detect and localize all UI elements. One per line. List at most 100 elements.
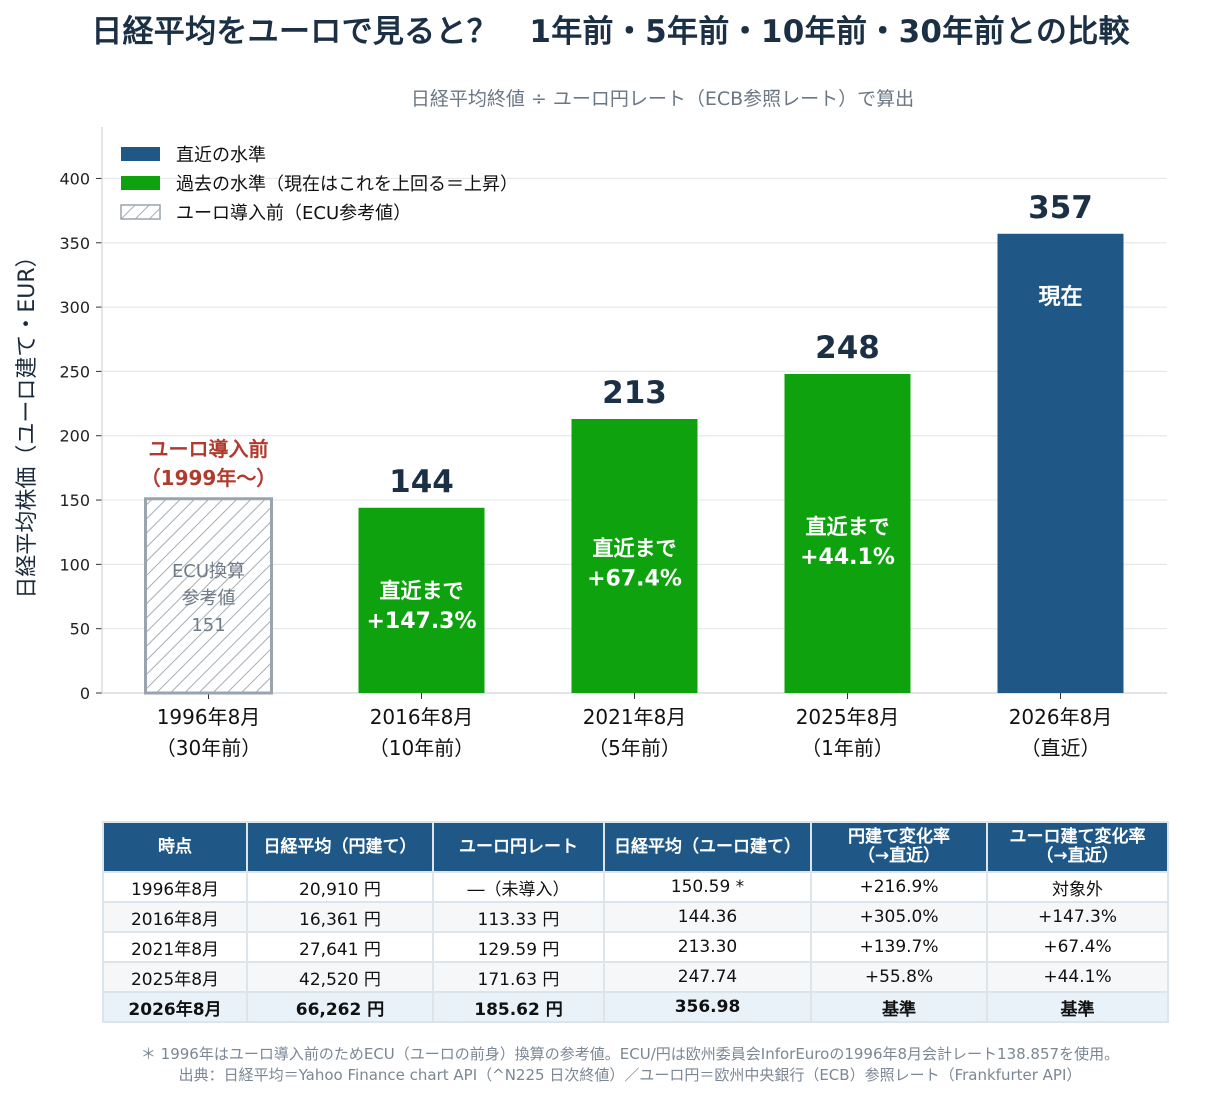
table-cell: 16,361 円 <box>246 901 434 933</box>
bar-current <box>997 233 1124 693</box>
bar-past <box>571 419 698 693</box>
y-tick-label: 200 <box>59 427 90 446</box>
bar-past <box>358 507 485 693</box>
table-cell: +67.4% <box>986 931 1169 963</box>
table-cell: 113.33 円 <box>432 901 605 933</box>
x-tick-label: 1996年8月 <box>157 705 261 729</box>
table-header-text: 時点 <box>158 836 192 857</box>
table-cell: 144.36 <box>603 901 812 933</box>
legend-swatch-hatch <box>120 204 161 220</box>
pre-euro-annotation-years: （1999年〜） <box>141 466 277 490</box>
y-tick-label: 100 <box>59 555 90 574</box>
table-body: 1996年8月 20,910 円 ―（未導入） 150.59 * +216.9% 対象外 2… <box>102 871 1169 1023</box>
legend-swatch-past <box>121 176 160 190</box>
bar-value-label: 213 <box>602 375 667 411</box>
bar-inner-label: +67.4% <box>587 566 682 591</box>
comparison-table: 時点 日経平均（円建て） ユーロ円レート 日経平均（ユーロ建て） 円建て変化率 （→直近）… <box>102 821 1169 1023</box>
table-header-text: （→直近） <box>1036 846 1119 866</box>
chart-subtitle: 日経平均終値 ÷ ユーロ円レート（ECB参照レート）で算出 <box>410 88 915 110</box>
y-tick-label: 300 <box>59 298 90 317</box>
bar-inner-label: 直近まで <box>806 515 890 539</box>
table-header-cell: 円建て変化率 （→直近） <box>810 821 988 873</box>
table-row: 2025年8月 42,520 円 171.63 円 247.74 +55.8% +44.1… <box>102 961 1169 993</box>
table-cell: 247.74 <box>603 961 812 993</box>
table-cell: +55.8% <box>810 961 988 993</box>
x-tick-sublabel: （直近） <box>1021 736 1101 760</box>
table-cell: 171.63 円 <box>432 961 605 993</box>
table-header-text: ユーロ建て変化率 <box>1009 827 1146 847</box>
bar-value-label: 144 <box>389 464 454 500</box>
y-tick-label: 50 <box>70 620 90 639</box>
bar-inner-label: 151 <box>191 615 225 636</box>
table-cell: 20,910 円 <box>246 871 434 903</box>
table-cell: +305.0% <box>810 901 988 933</box>
x-tick-sublabel: （10年前） <box>369 736 474 760</box>
x-tick-label: 2021年8月 <box>583 705 687 729</box>
table-cell: 150.59 * <box>603 871 812 903</box>
x-tick-sublabel: （1年前） <box>801 736 894 760</box>
table-row: 2021年8月 27,641 円 129.59 円 213.30 +139.7% +67.… <box>102 931 1169 963</box>
y-tick-label: 250 <box>59 362 90 381</box>
table-cell: +216.9% <box>810 871 988 903</box>
table-header-cell: 時点 <box>102 821 248 873</box>
legend-swatch-current <box>121 147 160 161</box>
table-cell: 2021年8月 <box>102 931 248 963</box>
table-cell: 213.30 <box>603 931 812 963</box>
table-cell: 2016年8月 <box>102 901 248 933</box>
table-header-text: ユーロ円レート <box>459 836 578 857</box>
pre-euro-annotation: ユーロ導入前 <box>149 437 269 461</box>
y-tick-label: 350 <box>59 234 90 253</box>
y-tick-label: 400 <box>59 169 90 188</box>
table-header-text: 日経平均（円建て） <box>263 836 417 857</box>
x-tick-sublabel: （30年前） <box>156 736 261 760</box>
axes: 0 50 100 150 200 250 300 350 400 1996年8月 （30年前） 201… <box>59 127 1167 760</box>
table-row: 2026年8月 66,262 円 185.62 円 356.98 基準 基準 <box>102 991 1169 1023</box>
y-tick-label: 0 <box>80 684 90 703</box>
table-cell: 2026年8月 <box>102 991 248 1023</box>
table-cell: +44.1% <box>986 961 1169 993</box>
bars <box>144 233 1124 695</box>
table-cell: +147.3% <box>986 901 1169 933</box>
table-row: 1996年8月 20,910 円 ―（未導入） 150.59 * +216.9% 対象外 <box>102 871 1169 903</box>
table-cell: ―（未導入） <box>432 871 605 903</box>
table-header-cell: ユーロ建て変化率 （→直近） <box>986 821 1169 873</box>
bar-inner-label: +44.1% <box>800 545 895 570</box>
bar-inner-label: 参考値 <box>182 588 236 609</box>
bar-chart: 0 50 100 150 200 250 300 350 400 1996年8月 （30年前） 201… <box>59 127 1167 760</box>
table-header-text: 円建て変化率 <box>848 827 950 847</box>
table-cell: 185.62 円 <box>432 991 605 1023</box>
bar-inner-label: ECU換算 <box>172 561 245 582</box>
bar-value-label: 248 <box>815 330 880 366</box>
bar-inner-label: 直近まで <box>380 579 464 603</box>
footnote-source: 出典：日経平均＝Yahoo Finance chart API（^N225 日次… <box>178 1066 1082 1084</box>
x-tick-label: 2016年8月 <box>370 705 474 729</box>
table-cell: 356.98 <box>603 991 812 1023</box>
table-cell: 対象外 <box>986 871 1169 903</box>
bar-inner-label: +147.3% <box>366 609 476 634</box>
footnote-ecu: ＊ 1996年はユーロ導入前のためECU（ユーロの前身）換算の参考値。ECU/円… <box>140 1045 1120 1063</box>
table-header-text: （→直近） <box>857 846 941 866</box>
bar-inner-label: 直近まで <box>593 536 677 560</box>
x-tick-label: 2025年8月 <box>796 705 900 729</box>
legend-label: ユーロ導入前（ECU参考値） <box>176 203 411 224</box>
table-cell: 基準 <box>810 991 988 1023</box>
table-cell: 129.59 円 <box>432 931 605 963</box>
x-tick-sublabel: （5年前） <box>588 736 681 760</box>
legend-label: 直近の水準 <box>176 145 266 166</box>
table-cell: 66,262 円 <box>246 991 434 1023</box>
bar-value-label: 357 <box>1028 190 1093 226</box>
table-row: 2016年8月 16,361 円 113.33 円 144.36 +305.0% +147… <box>102 901 1169 933</box>
y-tick-label: 150 <box>59 491 90 510</box>
table-header-cell: 日経平均（ユーロ建て） <box>603 821 812 873</box>
table-cell: 2025年8月 <box>102 961 248 993</box>
table-header-cell: 日経平均（円建て） <box>246 821 434 873</box>
table-cell: 基準 <box>986 991 1169 1023</box>
table-cell: +139.7% <box>810 931 988 963</box>
table-header-text: 日経平均（ユーロ建て） <box>614 836 801 857</box>
table-cell: 42,520 円 <box>246 961 434 993</box>
table-cell: 27,641 円 <box>246 931 434 963</box>
x-tick-label: 2026年8月 <box>1009 705 1113 729</box>
y-axis-label: 日経平均株価（ユーロ建て・EUR） <box>15 245 40 599</box>
